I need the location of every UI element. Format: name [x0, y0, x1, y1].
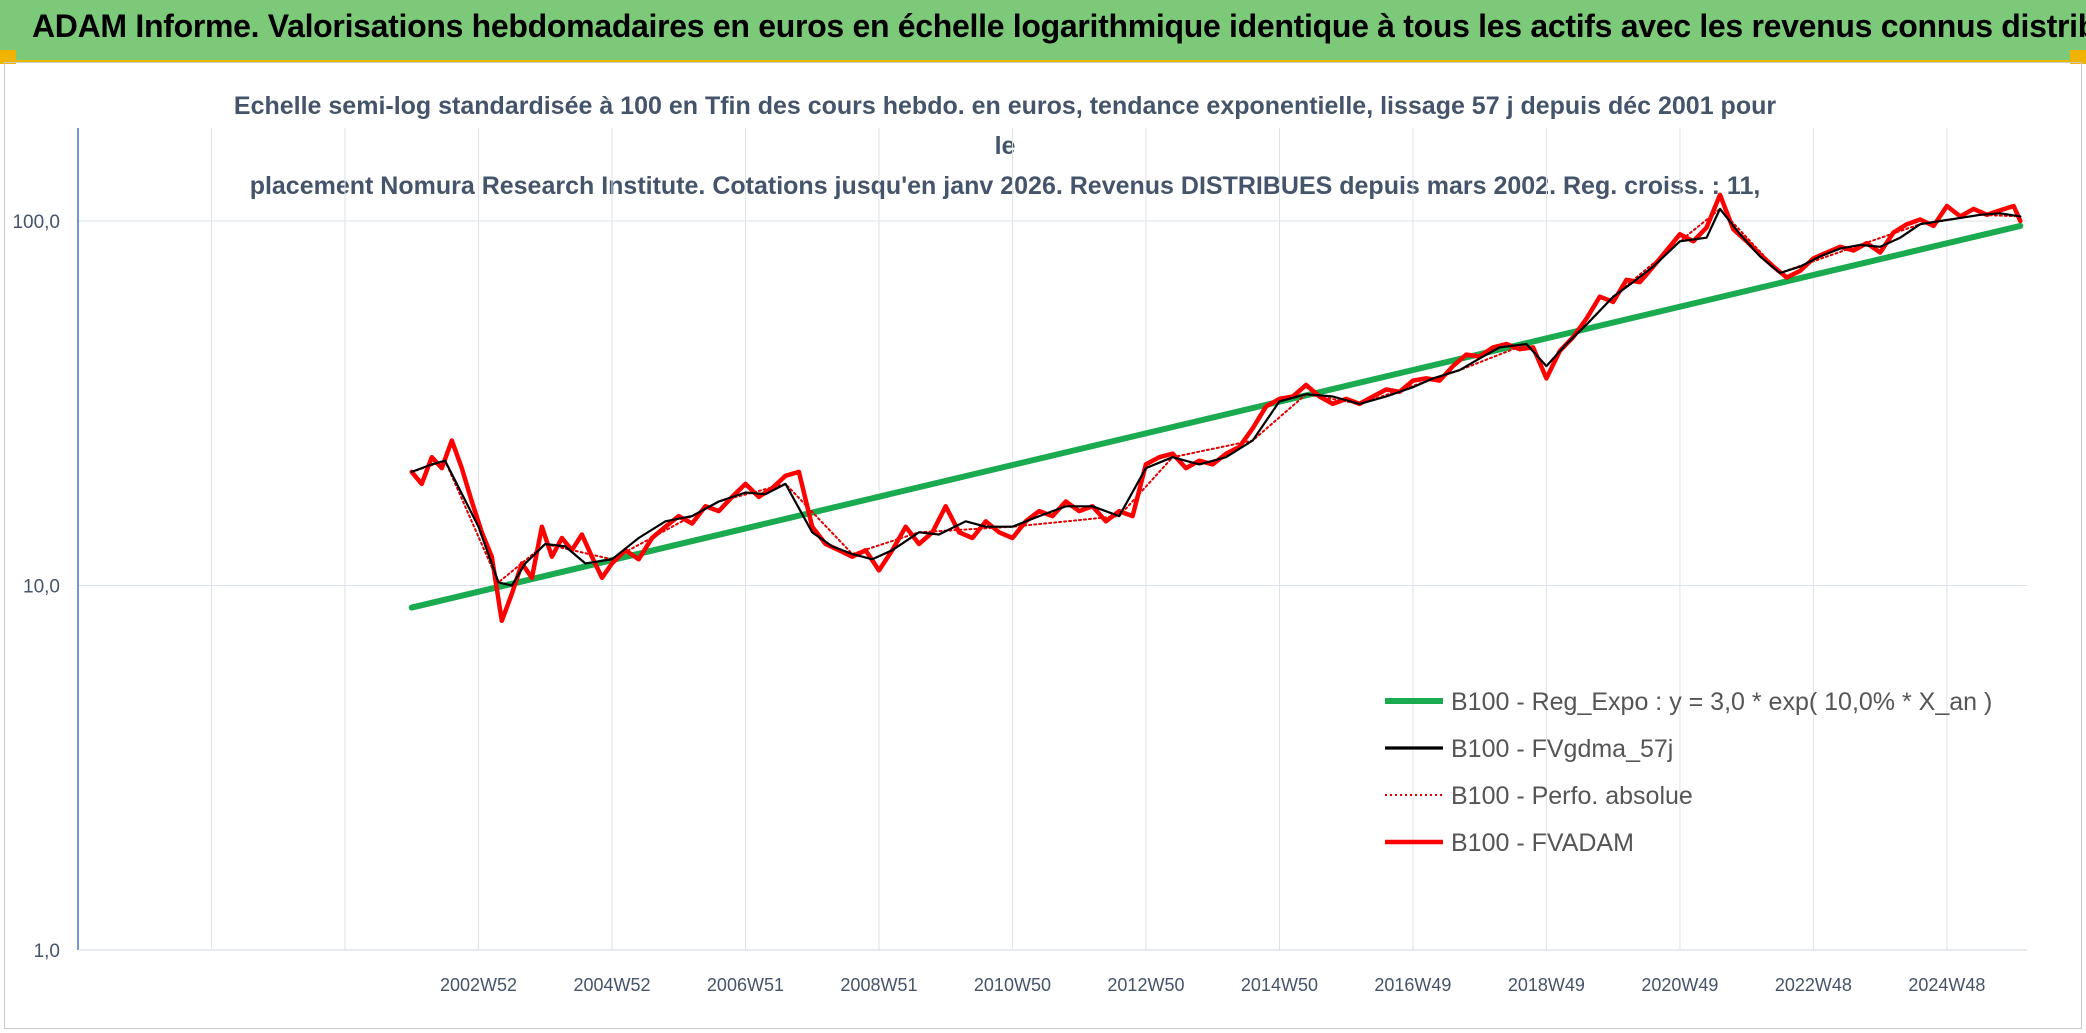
legend-label: B100 - Perfo. absolue: [1451, 782, 1693, 810]
x-tick-label: 2002W52: [440, 975, 517, 995]
legend-label: B100 - Reg_Expo : y = 3,0 * exp( 10,0% *…: [1451, 688, 1992, 716]
x-tick-label: 2006W51: [707, 975, 784, 995]
y-tick-label: 100,0: [12, 212, 60, 233]
corner-marker-left: [0, 50, 16, 64]
series: [408, 192, 2024, 624]
x-tick-label: 2018W49: [1508, 975, 1585, 995]
y-tick-label: 1,0: [34, 941, 60, 962]
x-tick-label: 2014W50: [1241, 975, 1318, 995]
x-tick-label: 2020W49: [1641, 975, 1718, 995]
grid: [77, 128, 2027, 951]
corner-marker-right: [2070, 50, 2086, 64]
y-tick-label: 10,0: [23, 577, 60, 598]
series-line-3: [409, 192, 2023, 624]
x-tick-label: 2004W52: [573, 975, 650, 995]
chart-title-line-2: placement Nomura Research Institute. Cot…: [249, 172, 1761, 200]
series-line-2: [410, 207, 2022, 584]
report-header: ADAM Informe. Valorisations hebdomadaire…: [0, 0, 2086, 62]
chart-frame: [4, 62, 2082, 1029]
x-tick-label: 2010W50: [974, 975, 1051, 995]
x-tick-label: 2022W48: [1775, 975, 1852, 995]
x-tick-label: 2024W48: [1908, 975, 1985, 995]
legend-label: B100 - FVADAM: [1451, 829, 1634, 857]
x-tick-label: 2016W49: [1374, 975, 1451, 995]
report-title: ADAM Informe. Valorisations hebdomadaire…: [32, 8, 2086, 44]
legend: B100 - Reg_Expo : y = 3,0 * exp( 10,0% *…: [1385, 688, 1992, 857]
x-tick-label: 2008W51: [840, 975, 917, 995]
series-line-0: [408, 222, 2024, 611]
series-line-1: [410, 207, 2022, 587]
x-tick-label: 2012W50: [1107, 975, 1184, 995]
y-axis-ticks: 100,0 10,0 1,0: [12, 212, 60, 962]
x-axis-ticks: 2002W52 2004W52 2006W51 2008W51 2010W50 2012W…: [440, 975, 1985, 995]
legend-label: B100 - FVgdma_57j: [1451, 735, 1673, 763]
chart-title-line-1: Echelle semi-log standardisée à 100 en T…: [233, 92, 1777, 160]
chart-title: Echelle semi-log standardisée à 100 en T…: [230, 86, 1780, 206]
